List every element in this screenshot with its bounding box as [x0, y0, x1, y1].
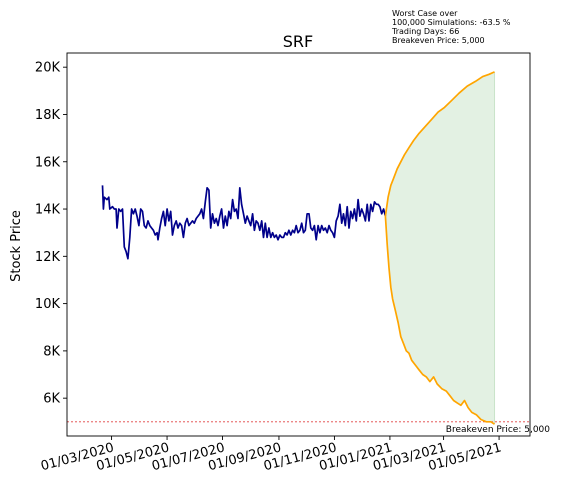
- simulation-band-layer: [385, 72, 494, 424]
- y-tick-label: 8K: [43, 344, 60, 359]
- chart-title: SRF: [283, 32, 313, 51]
- historical-price-line: [103, 185, 386, 258]
- annotation-line: Worst Case over: [392, 9, 511, 18]
- breakeven-label: Breakeven Price: 5,000: [446, 425, 550, 435]
- annotation-line: Trading Days: 66: [392, 27, 511, 36]
- annotation-line: Breakeven Price: 5,000: [392, 36, 511, 45]
- simulation-range-band: [385, 72, 494, 424]
- y-tick-label: 20K: [35, 61, 61, 76]
- y-tick-label: 10K: [35, 297, 61, 312]
- annotation-line: 100,000 Simulations: -63.5 %: [392, 18, 511, 27]
- y-tick-label: 18K: [35, 108, 61, 123]
- breakeven-layer: Breakeven Price: 5,000: [67, 422, 550, 435]
- y-axis-label: Stock Price: [9, 210, 24, 282]
- y-tick-label: 14K: [35, 203, 61, 218]
- simulation-summary-annotation: Worst Case over 100,000 Simulations: -63.…: [392, 9, 511, 45]
- y-tick-label: 6K: [43, 392, 60, 407]
- y-tick-label: 16K: [35, 155, 61, 170]
- y-tick-label: 12K: [35, 250, 61, 265]
